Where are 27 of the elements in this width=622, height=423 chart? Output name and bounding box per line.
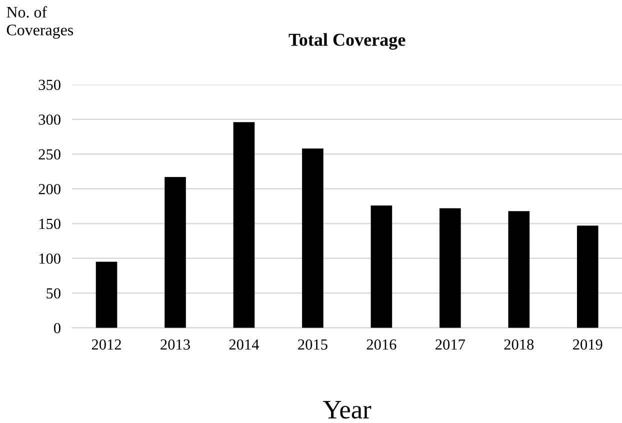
y-axis-title: No. of Coverages <box>6 6 74 39</box>
y-tick-label: 300 <box>38 114 60 125</box>
chart-title: Total Coverage <box>288 33 406 50</box>
y-tick-label: 350 <box>38 80 60 90</box>
bar <box>164 177 186 328</box>
x-tick-label: 2012 <box>92 339 121 350</box>
y-tick-label: 50 <box>46 288 60 299</box>
x-tick-label: 2019 <box>573 339 602 350</box>
y-tick-label: 200 <box>38 184 60 194</box>
x-tick-label: 2013 <box>160 339 190 350</box>
x-tick-label: 2017 <box>436 339 466 350</box>
y-tick-label: 150 <box>39 218 60 230</box>
bar <box>302 148 324 328</box>
x-tick-label: 2018 <box>504 339 534 350</box>
bar <box>370 206 392 328</box>
bar <box>508 211 530 328</box>
bar <box>233 122 255 328</box>
y-tick-label: 0 <box>54 322 60 334</box>
x-axis-title: Year <box>323 401 372 419</box>
bar <box>440 208 461 328</box>
bar <box>576 226 598 328</box>
y-tick-label: 250 <box>38 149 60 160</box>
x-tick-label: 2016 <box>366 339 396 350</box>
y-tick-label: 100 <box>39 253 60 264</box>
bar <box>96 262 118 328</box>
x-tick-label: 2014 <box>229 339 260 350</box>
x-tick-label: 2015 <box>298 339 328 350</box>
